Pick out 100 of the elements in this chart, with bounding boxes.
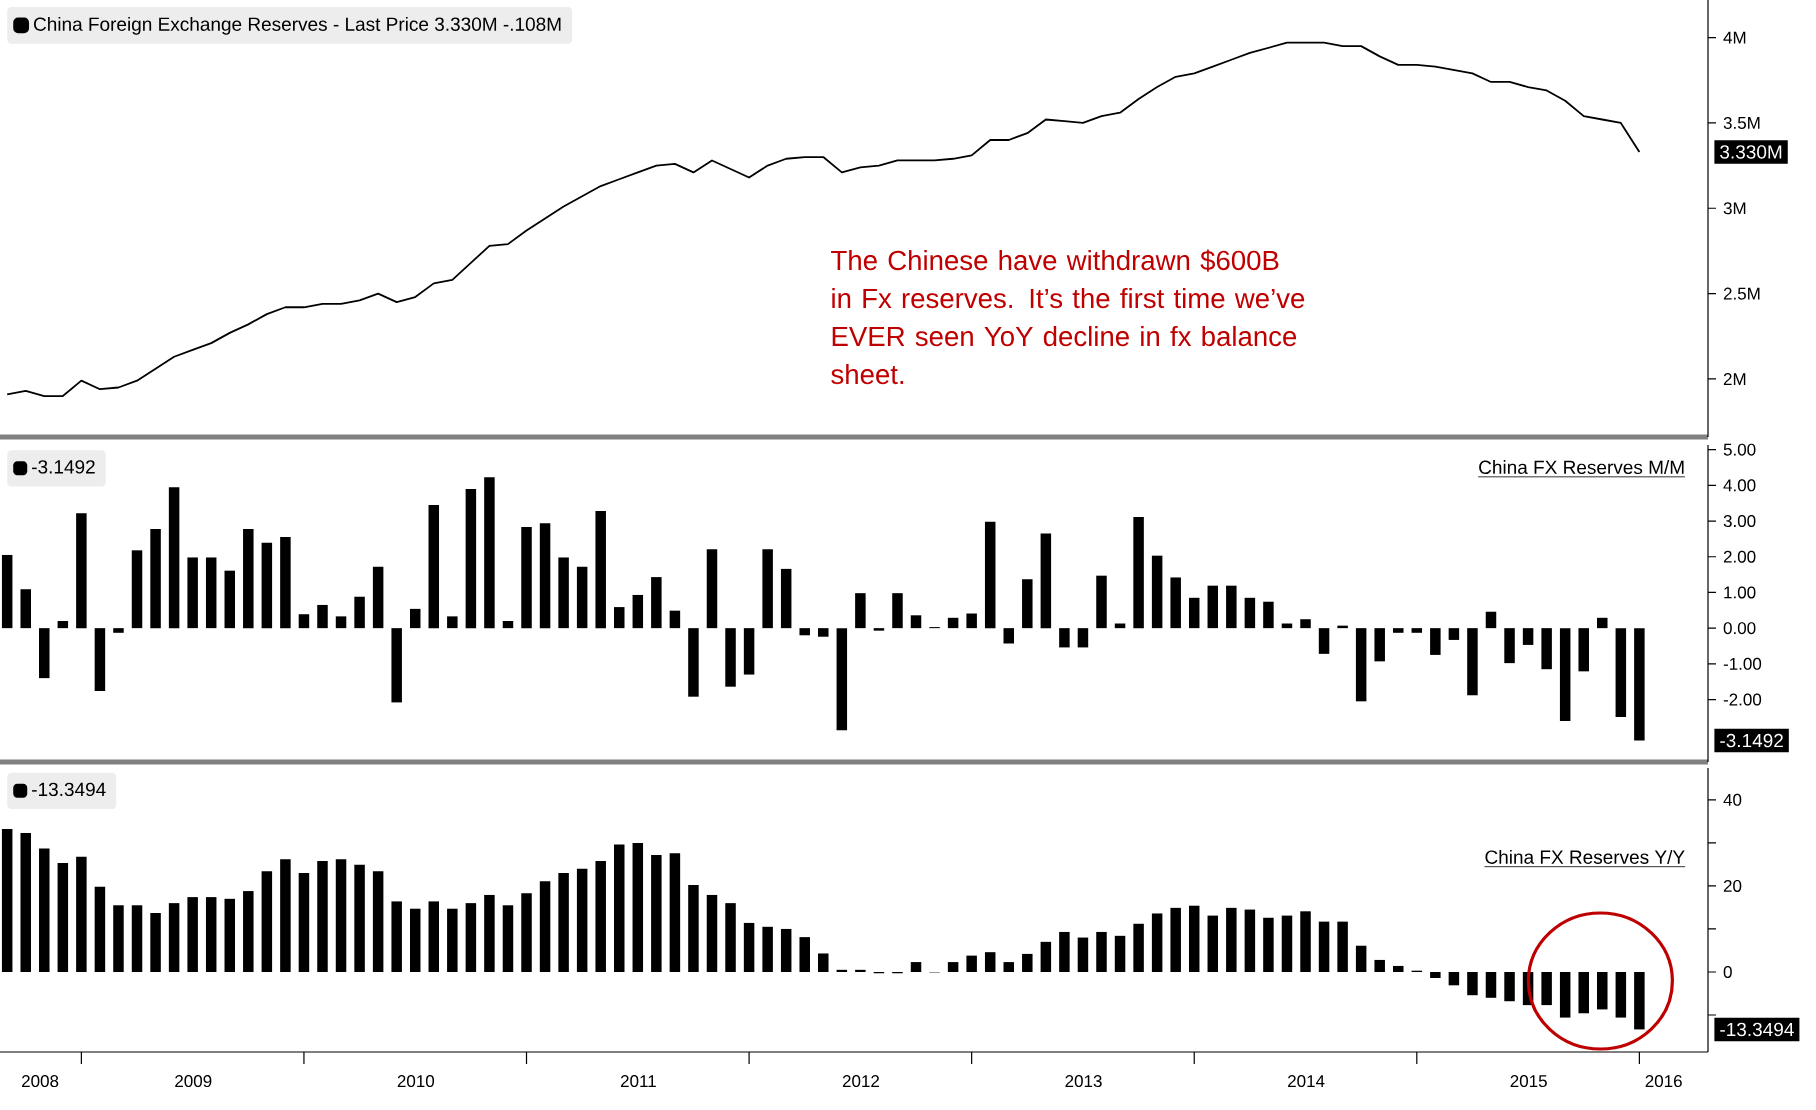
legend-label: -3.1492 [32,460,95,474]
bar [1059,628,1070,648]
x-tick-label: 2012 [842,1075,880,1088]
bar [966,955,977,972]
bar [614,844,625,972]
bar [651,854,662,972]
bar [94,628,106,691]
bar [39,848,50,972]
bar [1096,575,1107,629]
bar [1578,971,1589,1014]
bar [1003,628,1014,644]
bar [780,568,792,629]
bar [243,528,254,629]
bar [818,953,829,972]
bar [1244,597,1256,629]
bar [243,891,254,972]
bar [1059,931,1070,972]
bar [706,894,718,972]
bar [1411,628,1423,633]
bar [780,928,792,972]
y-tick-label: 0 [1723,965,1732,978]
bar [947,962,959,972]
y-tick-label: 4M [1723,31,1746,44]
bar [521,893,532,972]
bar [688,885,699,972]
bar [1374,959,1385,972]
bar [1133,923,1144,972]
text: China FX Reserves M/M [1479,460,1684,475]
x-tick-label: 2011 [620,1075,656,1088]
bar [1188,597,1200,629]
bar [651,577,662,629]
bar [1615,628,1627,718]
bar [1615,971,1627,1018]
bar [335,859,347,972]
x-tick-label: 2010 [397,1075,435,1088]
bar [1114,935,1126,972]
bar [1522,628,1534,645]
bar [168,903,180,972]
bar [1467,971,1478,996]
bar [539,881,551,972]
bar [1003,962,1014,972]
bar [743,628,755,675]
bar [632,594,644,629]
y-tick-label: -2.00 [1723,693,1762,706]
bar [1133,517,1144,629]
bar [910,962,922,972]
bar [539,523,551,629]
bar [1448,628,1460,640]
bar [1485,611,1497,629]
bar [1504,971,1515,1002]
bar [280,859,291,972]
bar [1263,601,1274,629]
bar [855,969,866,972]
bar [1393,965,1404,972]
text: China FX Reserves Y/Y [1485,849,1685,864]
bar [1,829,13,972]
bar [447,616,458,629]
bar [465,488,477,629]
bar [1504,628,1515,664]
text: -13.3494 [1720,1022,1794,1037]
bar [20,832,31,972]
bar [576,868,588,972]
bar [910,615,922,629]
bar [1022,579,1033,629]
bar [1188,905,1200,972]
bar [799,628,810,636]
bar [1597,617,1608,629]
bar [150,913,161,972]
bar [614,607,625,629]
bar [94,886,106,972]
x-tick-label: 2009 [175,1075,212,1088]
bar [669,853,681,972]
bar [1040,941,1052,972]
bar [595,511,606,629]
bar [947,617,959,629]
x-tick-label: 2015 [1510,1075,1547,1088]
bar [1040,533,1052,629]
bar [1151,555,1163,629]
bar [521,527,532,629]
bar [1430,971,1441,978]
y-tick-label: 4.00 [1723,479,1756,492]
bar [984,952,996,972]
x-tick-label: 2008 [22,1075,59,1088]
bar [1559,971,1571,1018]
bar [335,616,347,629]
bar [1634,971,1645,1030]
bar [317,604,328,629]
bar [1430,628,1441,655]
bar [76,856,87,972]
bar [354,864,365,972]
bar [1022,953,1033,972]
bar [1170,907,1181,972]
y-tick-label: 3M [1723,202,1746,215]
bar [1077,937,1089,972]
annotation: The Chinese have withdrawn $600B in Fx reserves. It’s the first time we’ve EVER seen YoY decline in fx balance sheet. [831,249,1305,385]
bar [1207,915,1219,972]
bar [168,487,180,629]
bar [1355,628,1367,702]
bar [1393,628,1404,633]
y-tick-label: 3.5M [1723,116,1760,129]
